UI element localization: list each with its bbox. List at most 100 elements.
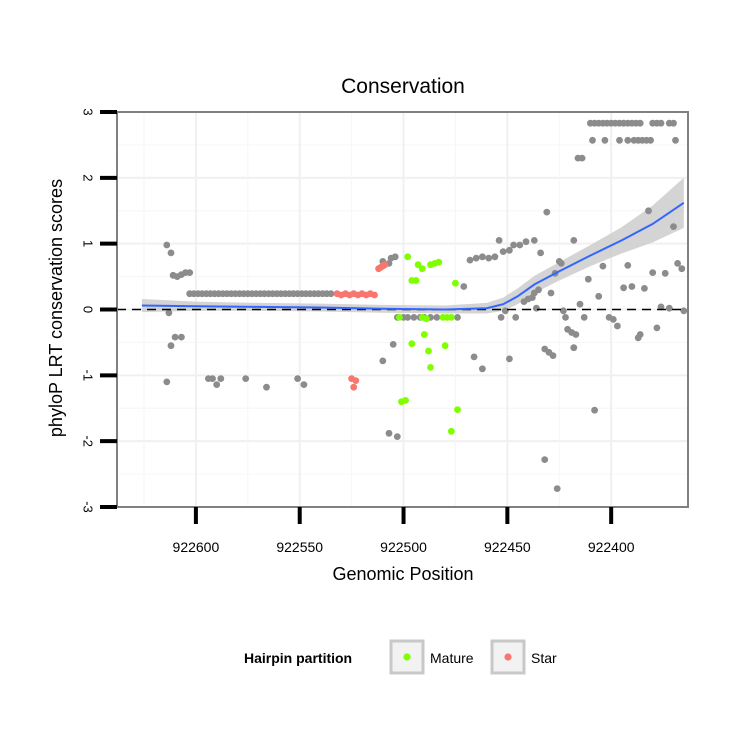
data-point-other	[661, 269, 669, 277]
data-point-mature	[441, 342, 449, 350]
data-point-other	[385, 429, 393, 437]
data-point-other	[410, 314, 418, 321]
data-point-other	[389, 341, 397, 348]
data-point-other	[242, 375, 250, 382]
data-point-mature	[412, 277, 420, 284]
x-axis-title: Genomic Position	[332, 564, 473, 584]
data-point-other	[510, 241, 517, 249]
data-point-other	[595, 292, 603, 300]
data-point-star	[381, 261, 389, 269]
legend-star-dot	[504, 653, 512, 661]
data-point-other	[560, 307, 567, 315]
data-point-other	[570, 237, 578, 244]
data-point-other	[624, 262, 632, 269]
data-point-other	[530, 237, 538, 244]
data-point-other	[485, 254, 493, 262]
data-point-mature	[435, 258, 443, 266]
data-point-other	[672, 136, 679, 144]
confidence-band	[141, 177, 684, 314]
data-point-other	[501, 307, 509, 315]
data-point-star	[350, 383, 358, 391]
data-point-other	[678, 265, 686, 273]
data-point-other	[599, 262, 607, 270]
legend-label-mature: Mature	[430, 650, 474, 666]
data-point-other	[680, 307, 688, 315]
points-layer	[163, 119, 688, 492]
data-point-other	[614, 322, 621, 330]
data-point-mature	[402, 397, 409, 404]
data-point-other	[466, 256, 474, 264]
y-tick-label: -1	[81, 370, 96, 382]
data-point-other	[609, 316, 617, 323]
data-point-other	[589, 136, 596, 144]
data-point-other	[178, 333, 185, 341]
legend-key-star	[490, 639, 526, 675]
legend: Hairpin partition Mature Star	[244, 639, 557, 675]
y-tick-label: 3	[81, 108, 96, 115]
data-point-other	[506, 355, 513, 363]
data-point-other	[653, 324, 661, 332]
data-point-mature	[452, 279, 459, 287]
data-point-other	[213, 381, 221, 388]
data-point-other	[167, 342, 175, 350]
data-point-other	[541, 456, 549, 463]
data-point-other	[670, 223, 677, 231]
data-point-other	[549, 352, 557, 359]
data-point-other	[657, 303, 665, 311]
data-point-other	[533, 304, 540, 312]
data-point-mature	[420, 331, 428, 338]
data-point-mature	[418, 265, 426, 273]
data-point-other	[209, 375, 216, 382]
data-point-mature	[425, 347, 432, 355]
data-point-mature	[454, 406, 461, 413]
data-point-other	[557, 260, 565, 267]
data-point-other	[163, 378, 171, 386]
y-tick-label: 1	[81, 240, 96, 247]
data-point-other	[616, 136, 623, 144]
data-point-other	[522, 238, 530, 246]
data-point-other	[387, 254, 395, 262]
axes-layer: -3 -2 -1 0 1 2 3 922600 922550 922500 922450 922400	[81, 108, 635, 555]
data-point-other	[171, 333, 179, 341]
data-point-other	[570, 344, 578, 352]
data-point-other	[628, 283, 636, 290]
data-point-mature	[396, 314, 403, 321]
data-point-other	[535, 286, 542, 294]
data-point-other	[470, 353, 478, 361]
data-point-other	[506, 246, 513, 254]
data-point-other	[163, 241, 171, 249]
data-point-other	[543, 208, 551, 216]
data-point-mature	[408, 340, 416, 348]
data-point-mature	[423, 315, 430, 323]
data-point-mature	[447, 314, 455, 321]
data-point-other	[186, 269, 194, 276]
x-tick-label: 922550	[276, 539, 323, 555]
data-point-other	[665, 304, 673, 312]
data-point-other	[454, 314, 461, 321]
data-point-other	[393, 433, 401, 440]
data-point-other	[572, 331, 580, 338]
x-tick-label: 922450	[484, 539, 531, 555]
data-point-other	[645, 207, 652, 215]
smooth-curve	[141, 201, 685, 311]
data-point-other	[479, 365, 486, 373]
legend-label-star: Star	[531, 650, 557, 666]
data-point-star	[371, 291, 378, 299]
data-point-other	[636, 119, 644, 127]
data-point-other	[649, 269, 657, 276]
data-point-other	[636, 331, 644, 338]
data-point-other	[580, 314, 588, 321]
data-point-other	[379, 357, 387, 365]
data-point-other	[601, 136, 609, 144]
data-point-other	[591, 406, 598, 414]
data-point-other	[562, 314, 569, 321]
data-point-mature	[427, 364, 434, 371]
data-point-other	[647, 136, 654, 144]
data-point-other	[641, 285, 648, 292]
x-tick-label: 922400	[588, 539, 635, 555]
data-point-other	[670, 119, 677, 127]
data-point-other	[497, 314, 505, 321]
data-point-star	[352, 377, 360, 384]
data-point-other	[674, 260, 681, 267]
